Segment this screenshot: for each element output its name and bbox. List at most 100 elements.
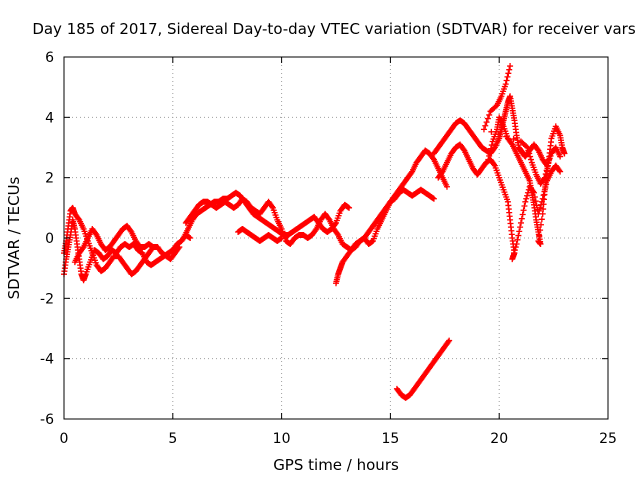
- data-point: [75, 215, 82, 222]
- data-point: [430, 155, 437, 162]
- data-point: [488, 128, 495, 135]
- y-tick-label: 4: [45, 110, 54, 126]
- y-tick-label: 2: [45, 171, 54, 187]
- data-point: [517, 219, 524, 226]
- data-point: [509, 256, 516, 263]
- data-point: [484, 115, 491, 122]
- data-point: [524, 192, 531, 199]
- data-point: [480, 126, 487, 133]
- data-point: [526, 150, 533, 157]
- data-point: [487, 145, 494, 152]
- series-track-e: [182, 147, 450, 254]
- x-axis-label: GPS time / hours: [273, 456, 399, 474]
- x-tick-label: 25: [599, 431, 617, 447]
- data-point: [510, 136, 517, 143]
- data-point: [546, 156, 553, 163]
- data-point: [504, 73, 511, 80]
- data-point: [92, 230, 99, 237]
- data-point: [512, 244, 519, 251]
- data-point: [535, 238, 542, 245]
- y-tick-label: -4: [40, 352, 54, 368]
- data-point: [520, 207, 527, 214]
- data-point: [523, 195, 530, 202]
- data-point: [557, 153, 564, 160]
- data-point: [521, 203, 528, 210]
- data-point: [557, 168, 564, 175]
- series-track-c: [71, 222, 157, 266]
- data-point: [486, 111, 493, 118]
- data-point: [514, 236, 521, 243]
- series-track-f: [235, 225, 285, 245]
- data-point: [488, 142, 495, 149]
- data-point: [503, 133, 510, 140]
- axis-ticks: 0 5 10 15 20 25 -6 -4 -2 0 2 4 6: [40, 50, 617, 447]
- data-point: [506, 66, 513, 73]
- data-point: [556, 167, 563, 174]
- data-point: [187, 235, 194, 241]
- data-point: [543, 167, 550, 174]
- x-tick-label: 15: [381, 431, 399, 447]
- data-point: [495, 131, 502, 138]
- data-point: [482, 122, 489, 129]
- data-point: [486, 152, 493, 159]
- data-point: [483, 119, 490, 126]
- data-point: [175, 245, 182, 252]
- data-point: [487, 108, 494, 115]
- chart-title: Day 185 of 2017, Sidereal Day-to-day VTE…: [32, 20, 636, 38]
- series-track-h: [393, 337, 453, 401]
- data-point: [537, 221, 544, 228]
- data-point: [513, 241, 520, 248]
- y-tick-label: 6: [45, 50, 54, 66]
- data-point: [79, 245, 86, 252]
- data-point: [346, 204, 353, 211]
- data-point: [517, 224, 524, 231]
- data-point: [443, 183, 450, 190]
- data-point: [527, 156, 534, 163]
- y-axis-label: SDTVAR / TECUs: [5, 176, 23, 299]
- x-tick-label: 20: [490, 431, 508, 447]
- data-point: [518, 215, 525, 222]
- series-track-b: [61, 204, 183, 278]
- data-point: [524, 144, 531, 151]
- data-point: [536, 232, 543, 239]
- data-point: [438, 169, 445, 176]
- series-track-g: [333, 186, 437, 287]
- data-point: [127, 227, 134, 234]
- data-point: [325, 215, 332, 222]
- data-point: [408, 169, 415, 176]
- series-group: [61, 63, 568, 401]
- data-point: [541, 175, 548, 182]
- data-point: [490, 161, 497, 168]
- data-point: [561, 150, 568, 157]
- data-point: [545, 160, 552, 167]
- data-point: [544, 163, 551, 170]
- data-point: [503, 77, 510, 84]
- y-tick-label: -2: [40, 291, 54, 307]
- data-point: [523, 143, 530, 150]
- grid: [64, 57, 608, 419]
- data-point: [485, 156, 492, 163]
- data-point: [510, 253, 517, 260]
- data-point: [430, 195, 437, 202]
- data-point: [488, 107, 495, 114]
- data-point: [505, 70, 512, 77]
- data-point: [519, 211, 526, 218]
- x-tick-label: 5: [168, 431, 177, 447]
- data-point: [176, 244, 183, 251]
- data-point: [312, 227, 319, 234]
- y-tick-label: 0: [45, 231, 54, 247]
- series-track-l: [480, 63, 553, 187]
- data-point: [278, 235, 285, 241]
- data-point: [508, 140, 515, 147]
- data-point: [527, 153, 534, 160]
- data-point: [534, 146, 541, 153]
- series-track-k: [485, 114, 568, 248]
- data-point: [510, 250, 517, 257]
- data-point: [541, 174, 548, 181]
- data-point: [537, 227, 544, 234]
- data-point: [487, 149, 494, 156]
- data-point: [460, 146, 467, 153]
- data-point: [511, 247, 518, 254]
- data-point: [538, 216, 545, 223]
- data-point: [334, 230, 341, 237]
